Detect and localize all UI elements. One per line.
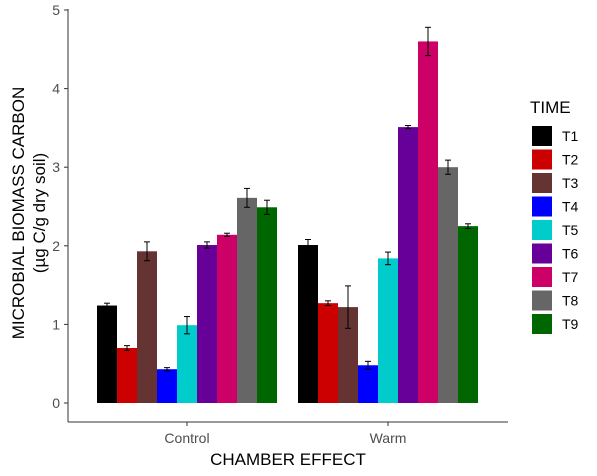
- legend-label: T3: [562, 175, 579, 191]
- y-axis-ticks: 0 1 2 3 4 5: [52, 2, 68, 411]
- legend-item-t5: T5: [532, 220, 579, 240]
- legend-item-t4: T4: [532, 196, 579, 217]
- legend-label: T4: [562, 199, 579, 215]
- error-bar-t2-control: [124, 345, 130, 351]
- error-bar-t2-warm: [325, 300, 331, 307]
- legend-swatch: [532, 314, 552, 334]
- legend-label: T7: [562, 269, 579, 285]
- error-bar-t1-control: [104, 302, 110, 309]
- error-bar-t9-warm: [465, 223, 471, 230]
- bar-t8-control: [237, 197, 257, 403]
- legend-swatch: [532, 220, 552, 240]
- bar-t9-control: [257, 207, 277, 403]
- error-bar-t7-warm: [425, 26, 431, 57]
- bar-t9-warm: [458, 226, 478, 403]
- legend-label: T1: [562, 128, 579, 144]
- legend-title: TIME: [530, 98, 571, 117]
- bar-t7-control: [217, 234, 237, 403]
- legend-item-t2: T2: [532, 149, 579, 170]
- y-tick-label: 5: [52, 2, 60, 18]
- error-bar-t5-warm: [385, 251, 391, 266]
- y-tick-label: 1: [52, 316, 60, 332]
- bar-t6-control: [197, 245, 217, 403]
- bar-t3-warm: [338, 307, 358, 403]
- y-tick-label: 0: [52, 395, 60, 411]
- legend-swatch: [532, 173, 552, 193]
- bar-t8-warm: [438, 167, 458, 403]
- legend-item-t7: T7: [532, 267, 579, 287]
- legend-label: T6: [562, 246, 579, 262]
- legend-label: T9: [562, 316, 579, 332]
- error-bar-t7-control: [224, 232, 230, 237]
- legend-label: T8: [562, 293, 579, 309]
- y-tick-label: 3: [52, 159, 60, 175]
- error-bar-t4-warm: [365, 360, 371, 370]
- x-tick-label: Control: [164, 430, 209, 446]
- y-axis-subtitle: (µg C/g dry soil): [30, 153, 49, 273]
- error-bar-t9-control: [264, 199, 270, 215]
- legend-label: T2: [562, 152, 579, 168]
- error-bar-t1-warm: [305, 239, 311, 252]
- legend-swatch: [532, 149, 552, 170]
- error-bar-t3-warm: [345, 285, 351, 329]
- bar-t7-warm: [418, 41, 438, 403]
- error-bar-t8-warm: [445, 159, 451, 175]
- x-axis-ticks: Control Warm: [164, 422, 406, 446]
- bar-t5-warm: [378, 258, 398, 403]
- bars-group: [97, 41, 478, 403]
- error-bar-t5-control: [184, 316, 190, 335]
- legend-swatch: [532, 126, 552, 146]
- bar-t5-control: [177, 325, 197, 403]
- x-axis-title: CHAMBER EFFECT: [210, 450, 366, 469]
- legend-item-t1: T1: [532, 126, 579, 146]
- legend-swatch: [532, 243, 552, 264]
- bar-t2-warm: [318, 303, 338, 403]
- error-bar-t8-control: [244, 187, 250, 208]
- error-bar-t3-control: [144, 241, 150, 262]
- legend-item-t6: T6: [532, 243, 579, 264]
- error-bar-t6-control: [204, 241, 210, 249]
- bar-t4-warm: [358, 365, 378, 403]
- bar-t2-control: [117, 347, 137, 403]
- x-tick-label: Warm: [370, 430, 407, 446]
- bar-t6-warm: [398, 127, 418, 403]
- bar-t1-control: [97, 305, 117, 403]
- legend-item-t3: T3: [532, 173, 579, 193]
- bar-t1-warm: [298, 245, 318, 403]
- error-bar-t6-warm: [405, 125, 411, 130]
- legend-label: T5: [562, 222, 579, 238]
- y-tick-label: 2: [52, 238, 60, 254]
- legend-swatch: [532, 196, 552, 217]
- error-bars-group: [104, 26, 471, 372]
- bar-t4-control: [157, 369, 177, 403]
- legend-swatch: [532, 290, 552, 311]
- legend-item-t9: T9: [532, 314, 579, 334]
- error-bar-t4-control: [164, 367, 170, 372]
- legend-swatch: [532, 267, 552, 287]
- y-axis-title: MICROBIAL BIOMASS CARBON: [9, 87, 28, 340]
- bar-t3-control: [137, 251, 157, 403]
- legend-item-t8: T8: [532, 290, 579, 311]
- y-tick-label: 4: [52, 81, 60, 97]
- legend: TIME T1 T2 T3 T4 T5 T6 T7 T8 T9: [530, 98, 579, 334]
